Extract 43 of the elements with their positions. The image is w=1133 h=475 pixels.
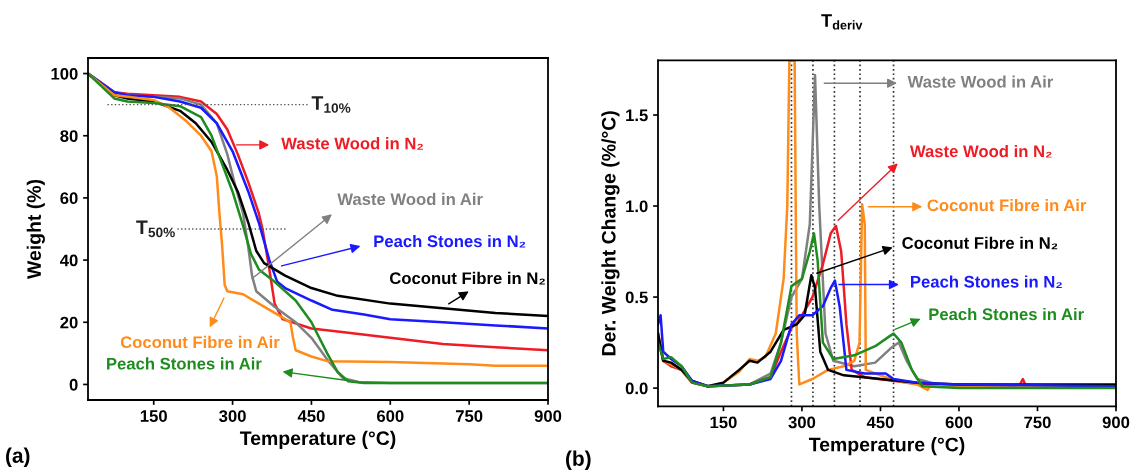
text: (a) [6,447,30,467]
legend-label: Waste Wood in Air [907,75,1054,88]
legend-label: Coconut Fibre in Air [927,198,1087,212]
x-tick-label: 450 [866,416,894,429]
text: Waste Wood in Air [337,192,483,206]
text: Waste Wood in N₂ [909,144,1052,158]
x-tick-label: 450 [297,410,325,422]
y-tick-label: 40 [59,254,78,267]
text: (b) [566,450,591,470]
x-tick-label: 300 [219,410,246,422]
y-tick-label: 1.0 [626,200,648,213]
legend-label: Peach Stones in Air [929,307,1084,321]
x-tick-label: 900 [534,410,562,422]
annotation: T$_{50%}$ [136,220,175,238]
y-tick-label: 100 [51,67,78,80]
x-axis-title: Temperature (°C) [808,437,965,456]
y-axis-title: Der. Weight Change (%/°C) [601,111,620,356]
legend-label: Coconut Fibre in N₂ [902,236,1058,250]
legend-label: Waste Wood in N₂ [281,137,423,150]
y-tick-label: 0.0 [625,382,648,395]
x-tick-label: 150 [140,410,167,422]
y-tick-label: 0 [69,378,78,391]
text: Peach Stones in Air [107,357,262,370]
x-tick-label: 750 [1024,416,1051,429]
y-tick-label: 20 [60,316,78,329]
x-axis-title: Temperature (°C) [239,430,396,449]
y-tick-label: 60 [60,192,78,205]
legend-label: Peach Stones in N₂ [374,234,526,248]
text: T$_{deriv}$ [821,14,863,30]
x-tick-label: 750 [455,410,483,422]
series-label: Coconut Fibre in Air [120,335,280,349]
x-tick-label: 600 [945,416,973,429]
y-tick-label: 80 [60,130,78,142]
x-tick-label: 600 [376,410,404,422]
y-axis-title: Weight (%) [26,179,45,280]
annotation: T$_{10%}$ [311,96,351,113]
legend-label: Peach Stones in N₂ [911,275,1062,288]
y-tick-label: 1.5 [626,109,648,122]
x-tick-label: 900 [1102,416,1130,429]
series-label: Coconut Fibre in N₂ [389,271,545,285]
x-tick-label: 150 [710,416,737,429]
y-tick-label: 0.5 [625,291,648,304]
x-tick-label: 300 [788,416,816,429]
